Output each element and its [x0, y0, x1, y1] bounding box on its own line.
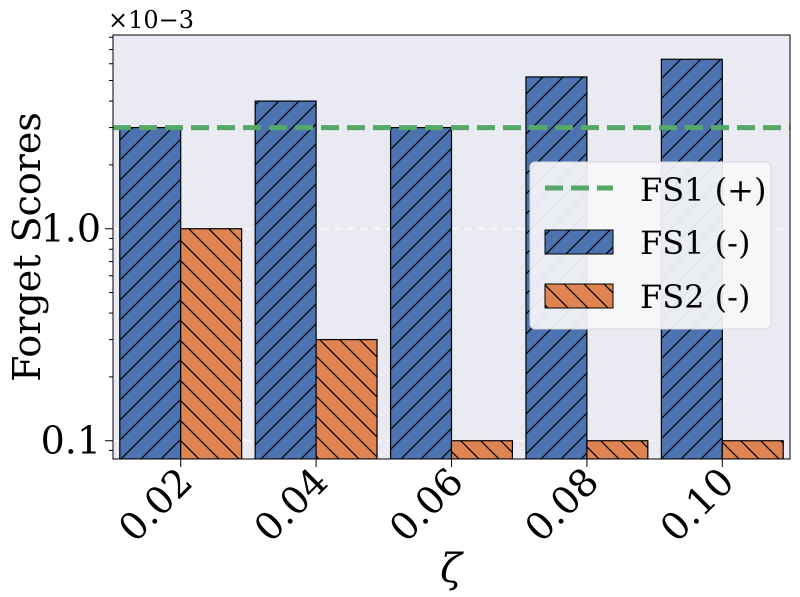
- x-tick-label: 0.10: [652, 459, 743, 550]
- legend-swatch-fs1-minus-hatch: [545, 230, 613, 254]
- legend: FS1 (+) FS1 (-) FS2 (-): [529, 161, 772, 330]
- y-tick-label: 0.1: [41, 419, 101, 463]
- legend-label-fs1-minus: FS1 (-): [640, 224, 750, 262]
- y-multiplier: ×10−3: [108, 6, 194, 34]
- bar-hatch-fs2-0-04: [315, 338, 378, 459]
- bar-hatch-fs2-0-06: [450, 440, 514, 459]
- x-axis-label: ζ: [440, 546, 464, 592]
- x-tick-label: 0.08: [516, 459, 607, 550]
- y-axis: 0.1 1.0: [41, 36, 113, 463]
- x-axis: 0.02 0.04 0.06 0.08 0.10: [110, 459, 743, 550]
- legend-label-fs2-minus: FS2 (-): [640, 278, 750, 316]
- legend-label-fs1-plus: FS1 (+): [640, 171, 766, 209]
- x-tick-label: 0.04: [245, 459, 336, 550]
- bar-hatch-fs2-0-10: [721, 440, 784, 459]
- bar-hatch-fs2-0-08: [586, 440, 649, 459]
- bar-hatch-fs2-0-02: [180, 228, 243, 459]
- y-tick-label: 1.0: [41, 207, 101, 251]
- bar-hatch-fs1-0-02: [119, 126, 182, 459]
- bar-hatch-fs1-0-04: [254, 100, 317, 459]
- y-axis-label: Forget Scores: [5, 112, 49, 382]
- legend-swatch-fs2-minus-hatch: [545, 284, 613, 308]
- x-tick-label: 0.02: [110, 459, 201, 550]
- bar-hatch-fs1-0-06: [389, 126, 453, 459]
- x-tick-label: 0.06: [381, 459, 472, 550]
